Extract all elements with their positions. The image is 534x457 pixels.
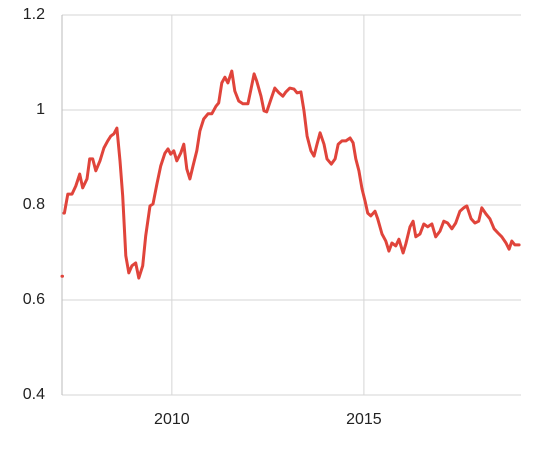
y-tick-label: 1.2 [23,6,45,23]
line [60,69,521,280]
x-tick-label: 2015 [346,411,382,428]
y-tick-label: 0.6 [23,291,45,308]
y-tick-label: 0.4 [23,386,45,403]
x-tick-label: 2010 [154,411,190,428]
y-tick-label: 1 [36,101,45,118]
y-tick-label: 0.8 [23,196,45,213]
